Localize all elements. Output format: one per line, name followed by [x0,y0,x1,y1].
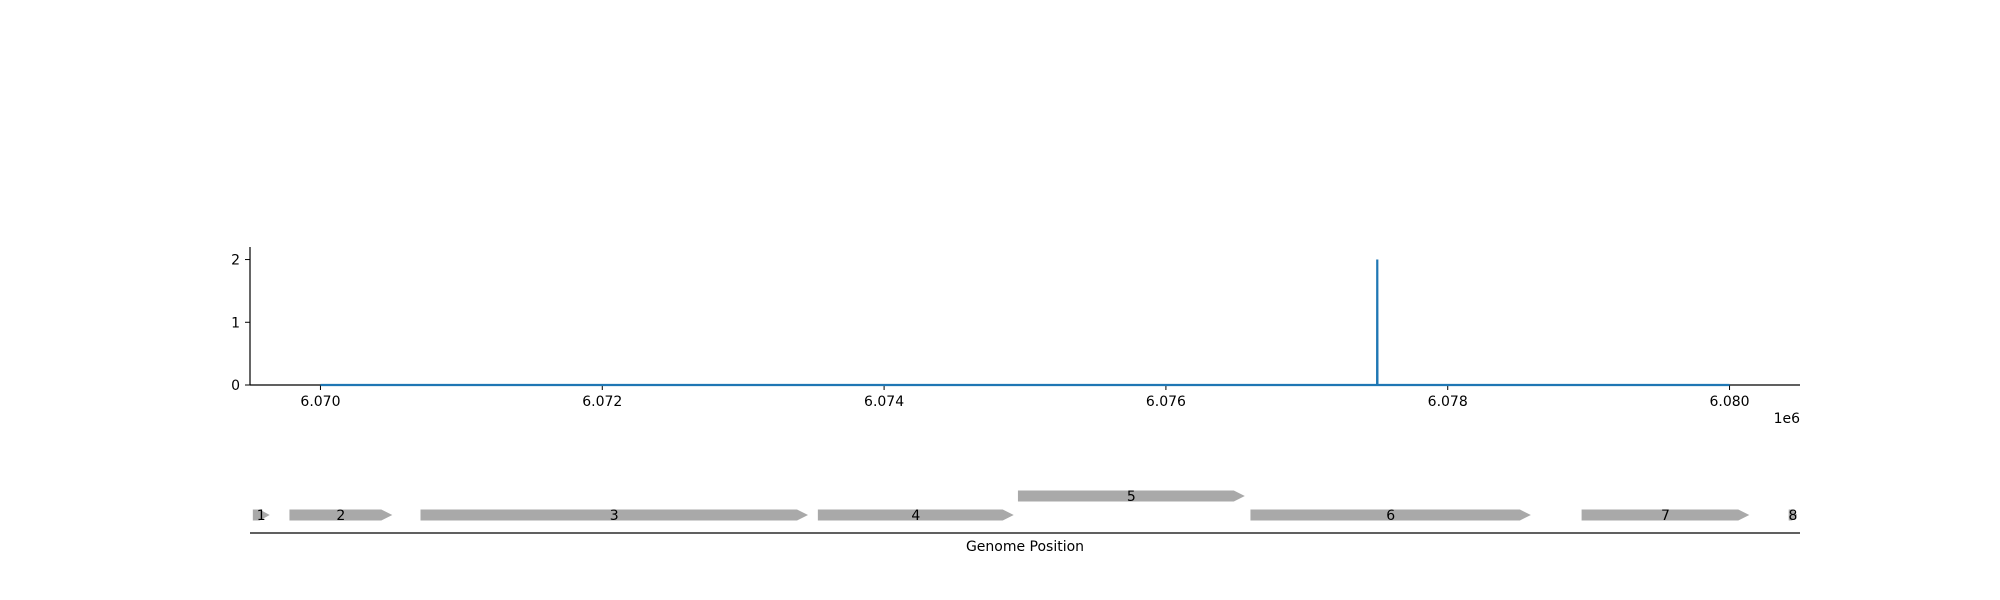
y-tick-label: 0 [231,378,240,394]
x-tick-label: 6.080 [1709,394,1749,410]
gene-label: 2 [336,508,345,524]
x-tick-label: 6.074 [864,394,904,410]
gene-arrow [1788,509,1798,521]
gene-label: 1 [257,508,266,524]
x-tick-label: 6.070 [300,394,340,410]
gene-arrow [289,509,393,521]
gene-arrow [817,509,1014,521]
gene-label: 3 [610,508,619,524]
y-tick-label: 2 [231,253,240,269]
gene-label: 7 [1661,508,1670,524]
y-tick-label: 1 [231,315,240,331]
x-offset-label: 1e6 [1774,411,1801,427]
series-layer [320,259,1730,387]
x-tick-label: 6.076 [1146,394,1186,410]
x-tick-label: 6.078 [1428,394,1468,410]
x-tick-label: 6.072 [582,394,622,410]
gene-label: 5 [1127,489,1136,505]
gene-arrow [420,509,808,521]
gene-arrow [252,509,270,521]
gene-label: 6 [1386,508,1395,524]
gene-arrow [1017,490,1245,502]
x-ticks: 6.070 6.072 6.074 6.076 6.078 6.080 [300,385,1750,410]
gene-track: 1 2 3 4 5 6 7 8 Genome Position [250,489,1800,555]
gene-label: 8 [1788,508,1797,524]
coverage-line [320,259,1730,387]
gene-label: 4 [911,508,920,524]
genes-layer: 1 2 3 4 5 6 7 8 [252,489,1798,524]
y-ticks: 0 1 2 [231,253,250,394]
gene-arrow [1581,509,1750,521]
gene-arrow [1250,509,1531,521]
coverage-plot: 6.070 6.072 6.074 6.076 6.078 6.080 0 1 2 1e6 [231,247,1800,427]
gene-track-xlabel: Genome Position [966,539,1084,555]
